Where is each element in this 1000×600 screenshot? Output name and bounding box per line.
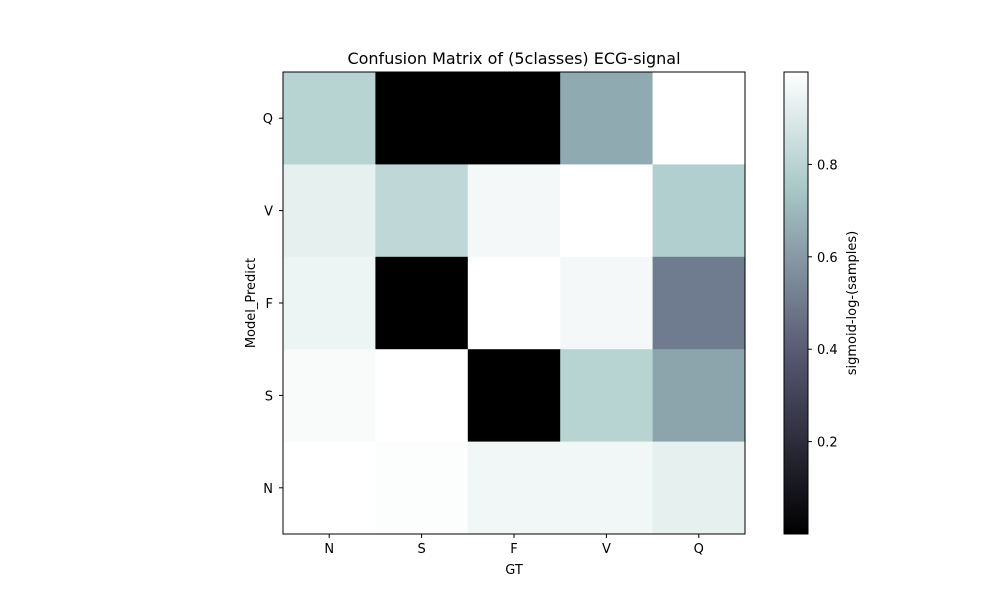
- heatmap-cell-N-S: [375, 441, 469, 535]
- heatmap-cell-N-N: [283, 441, 376, 535]
- colorbar-tick-label: 0.8: [817, 158, 838, 173]
- heatmap-cell-F-V: [560, 256, 654, 350]
- heatmap-cell-N-V: [560, 441, 654, 535]
- x-tick-label-S: S: [417, 542, 425, 557]
- heatmap-cell-Q-Q: [652, 72, 746, 165]
- heatmap-cell-Q-F: [467, 72, 561, 165]
- heatmap-cell-N-Q: [652, 441, 746, 535]
- colorbar-tick-label: 0.6: [817, 251, 838, 266]
- heatmap-cell-F-F: [467, 256, 561, 350]
- heatmap-cell-F-N: [283, 256, 376, 350]
- heatmap-cell-S-N: [283, 349, 376, 443]
- x-tick-label-F: F: [510, 542, 517, 557]
- colorbar: [783, 71, 809, 535]
- heatmap-cell-V-F: [467, 164, 561, 258]
- y-tick-label-S: S: [265, 389, 273, 404]
- y-tick-label-Q: Q: [263, 112, 273, 127]
- colorbar-ticks: 0.2 0.4 0.6 0.8: [808, 158, 838, 451]
- heatmap-cell-S-S: [375, 349, 469, 443]
- colorbar-label: sigmoid-log-(samples): [845, 231, 860, 376]
- heatmap-cell-V-S: [375, 164, 469, 258]
- colorbar-tick-label: 0.2: [817, 436, 838, 451]
- heatmap-cell-Q-S: [375, 72, 469, 165]
- y-axis-ticks: Q V F S N: [263, 112, 283, 497]
- y-tick-label-V: V: [264, 205, 273, 220]
- heatmap-cell-V-N: [283, 164, 376, 258]
- heatmap-cell-F-Q: [652, 256, 746, 350]
- heatmap-cell-S-F: [467, 349, 561, 443]
- y-tick-label-F: F: [266, 297, 273, 312]
- x-axis-label: GT: [505, 563, 523, 578]
- x-tick-label-N: N: [324, 542, 334, 557]
- heatmap-cell-S-Q: [652, 349, 746, 443]
- heatmap-cell-S-V: [560, 349, 654, 443]
- heatmap-cell-Q-N: [283, 72, 376, 165]
- y-tick-label-N: N: [263, 482, 273, 497]
- heatmap-cell-V-Q: [652, 164, 746, 258]
- colorbar-tick-label: 0.4: [817, 343, 838, 358]
- y-axis-label: Model_Predict: [244, 258, 259, 348]
- chart-title: Confusion Matrix of (5classes) ECG-signa…: [347, 49, 680, 68]
- x-tick-label-Q: Q: [694, 542, 704, 557]
- heatmap-cell-N-F: [467, 441, 561, 535]
- heatmap-cell-Q-V: [560, 72, 654, 165]
- heatmap-cell-V-V: [560, 164, 654, 258]
- x-tick-label-V: V: [602, 542, 611, 557]
- heatmap-cell-F-S: [375, 256, 469, 350]
- heatmap-cells: [283, 72, 746, 535]
